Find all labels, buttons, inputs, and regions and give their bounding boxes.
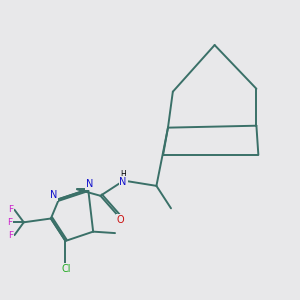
Text: F: F bbox=[8, 231, 14, 240]
Text: F: F bbox=[7, 218, 12, 227]
Text: Cl: Cl bbox=[61, 264, 71, 274]
Text: N: N bbox=[119, 177, 127, 187]
Text: H: H bbox=[120, 170, 126, 179]
Text: N: N bbox=[50, 190, 58, 200]
Text: N: N bbox=[86, 179, 93, 189]
Text: F: F bbox=[8, 205, 14, 214]
Text: O: O bbox=[116, 215, 124, 225]
